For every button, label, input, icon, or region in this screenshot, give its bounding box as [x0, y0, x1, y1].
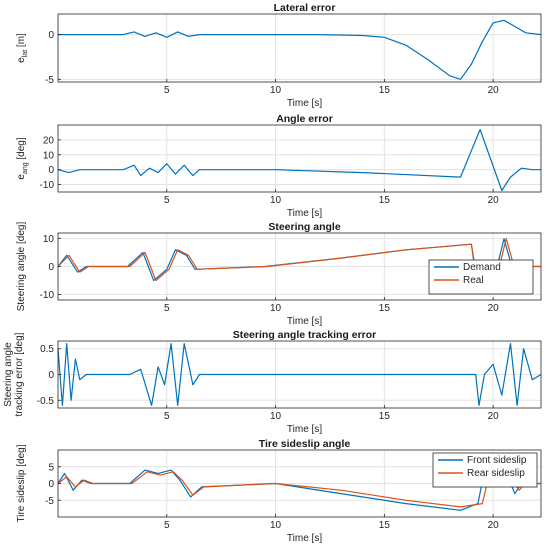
y-tick-label: -5 [45, 75, 54, 86]
x-axis-label: Time [s] [287, 533, 322, 544]
chart-title: Tire sideslip angle [259, 438, 351, 450]
y-tick-label: 5 [48, 462, 54, 473]
legend-entry: Demand [463, 262, 501, 273]
chart-title: Angle error [276, 113, 333, 125]
chart-title: Lateral error [274, 2, 336, 14]
x-axis-label: Time [s] [287, 316, 322, 327]
x-tick-label: 10 [270, 411, 282, 422]
y-tick-label: 0 [48, 165, 54, 176]
y-tick-label: -10 [40, 290, 55, 301]
x-axis-label: Time [s] [287, 208, 322, 219]
plot-area [58, 125, 541, 192]
axes-box [57, 13, 542, 83]
x-axis-label: Time [s] [287, 98, 322, 109]
legend-entry: Real [463, 275, 484, 286]
panel-5: 5 10 15 20 -5 0 5 Tire sideslip angle Time [s] Ti… [16, 438, 542, 544]
x-tick-label: 15 [379, 411, 391, 422]
y-tick-label: -5 [45, 496, 54, 507]
x-tick-label: 15 [379, 520, 391, 531]
y-tick-label: -10 [40, 180, 55, 191]
y-tick-label: 0 [48, 479, 54, 490]
panel-3: 5 10 15 20 -10 0 10 Steering angle Time [s] Steer… [16, 221, 542, 327]
legend: Front sideslip Rear sideslip [432, 452, 538, 488]
series-line-1 [57, 343, 542, 406]
plot-area [58, 14, 541, 82]
axes-box [57, 124, 542, 193]
x-tick-label: 15 [379, 303, 391, 314]
x-tick-label: 10 [270, 195, 282, 206]
x-tick-label: 15 [379, 195, 391, 206]
y-tick-label: 10 [43, 150, 55, 161]
y-axis-label: elat [m] [16, 33, 29, 63]
x-tick-label: 10 [270, 520, 282, 531]
legend: Demand Real [428, 259, 534, 295]
x-tick-label: 10 [270, 303, 282, 314]
y-axis-label: Steering angle [deg] [16, 222, 27, 312]
x-tick-label: 5 [164, 85, 170, 96]
legend-entry: Front sideslip [467, 455, 527, 466]
chart-title: Steering angle [268, 221, 341, 233]
y-tick-label: 0 [48, 30, 54, 41]
panel-1: 5 10 15 20 -5 0 Lateral error Time [s] elat [m] [16, 2, 542, 109]
chart-title: Steering angle tracking error [233, 329, 377, 341]
x-axis-label: Time [s] [287, 424, 322, 435]
x-tick-label: 20 [488, 411, 500, 422]
y-tick-label: 10 [43, 234, 55, 245]
legend-entry: Rear sideslip [467, 468, 525, 479]
x-tick-label: 20 [488, 520, 500, 531]
series-line-1 [58, 19, 542, 80]
x-tick-label: 5 [164, 520, 170, 531]
y-tick-label: -0.5 [37, 396, 55, 407]
y-tick-label: 0 [48, 370, 54, 381]
y-tick-label: 0.5 [40, 344, 54, 355]
legend-box [432, 452, 538, 488]
x-tick-label: 20 [488, 85, 500, 96]
panel-2: 5 10 15 20 -10 0 10 20 Angle error Time [s] eang [… [16, 113, 542, 219]
x-tick-label: 5 [164, 411, 170, 422]
panel-4: 5 10 15 20 -0.5 0 0.5 Steering angle tracking e… [3, 329, 542, 435]
y-axis-label: eang [deg] [16, 137, 29, 179]
x-tick-label: 5 [164, 303, 170, 314]
x-tick-label: 10 [270, 85, 282, 96]
legend-box [428, 259, 534, 295]
y-tick-label: 20 [43, 135, 55, 146]
x-tick-label: 15 [379, 85, 391, 96]
x-tick-label: 5 [164, 195, 170, 206]
y-axis-label: Steering angletracking error [deg] [3, 332, 25, 416]
x-tick-label: 20 [488, 303, 500, 314]
y-tick-label: 0 [48, 262, 54, 273]
y-axis-label: Tire sideslip [deg] [16, 444, 27, 522]
x-tick-label: 20 [488, 195, 500, 206]
series-line-1 [57, 128, 541, 192]
